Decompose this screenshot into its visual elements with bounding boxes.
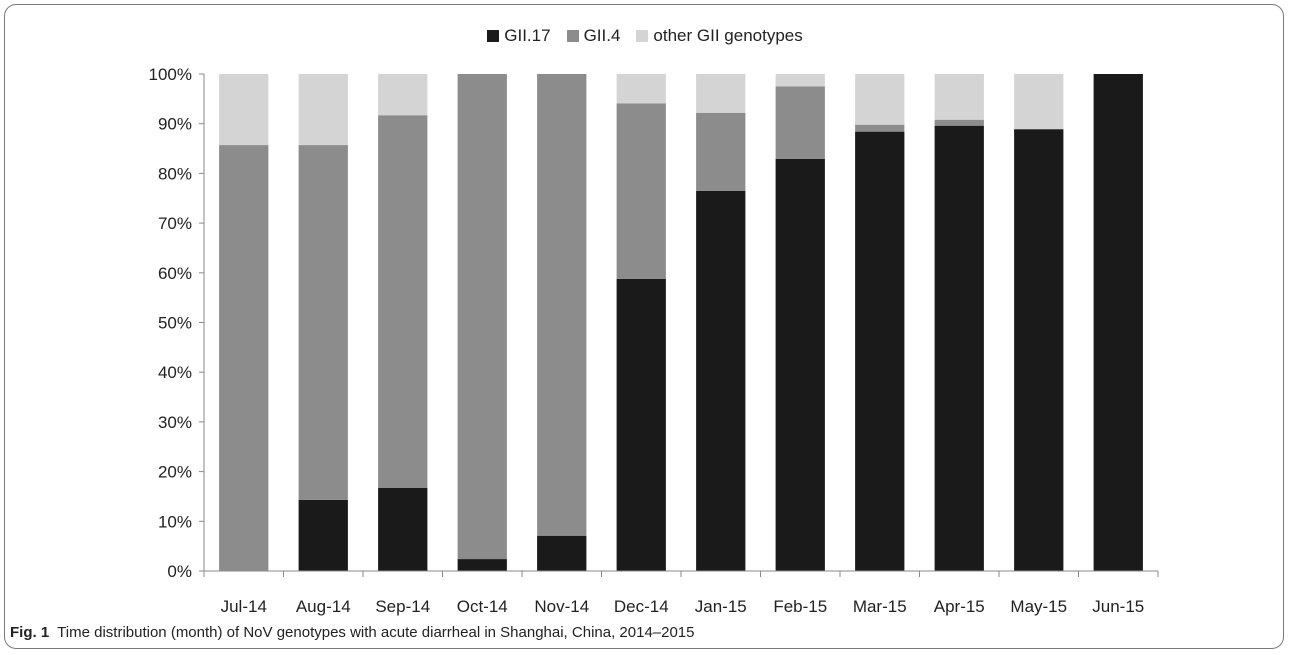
bar-segment-gii17 xyxy=(537,535,587,571)
bar-segment-other xyxy=(616,74,666,104)
legend-label-gii4: GII.4 xyxy=(583,26,621,45)
caption-text: Time distribution (month) of NoV genotyp… xyxy=(57,624,695,641)
x-tick-label: Jun-15 xyxy=(1092,597,1144,616)
chart-legend: GII.17 GII.4 other GII genotypes xyxy=(0,26,1290,46)
legend-swatch-gii4 xyxy=(566,30,579,42)
legend-swatch-gii17 xyxy=(487,30,500,42)
bar-segment-other xyxy=(934,74,984,120)
legend-item-gii4: GII.4 xyxy=(566,26,621,46)
y-tick-label: 0% xyxy=(167,562,192,581)
figure-frame xyxy=(4,4,1284,649)
x-tick-label: Jan-15 xyxy=(695,597,747,616)
x-tick-label: Nov-14 xyxy=(534,597,589,616)
bar-segment-gii4 xyxy=(616,103,666,279)
bar-segment-gii17 xyxy=(934,125,984,572)
y-tick-label: 40% xyxy=(158,363,192,382)
y-tick-label: 90% xyxy=(158,115,192,134)
x-tick-label: Feb-15 xyxy=(773,597,827,616)
bar-segment-other xyxy=(696,74,746,113)
bar-segment-gii4 xyxy=(378,115,428,489)
bar-segment-other xyxy=(775,74,825,87)
legend-item-other: other GII genotypes xyxy=(636,26,803,46)
bar-segment-gii17 xyxy=(1014,129,1064,572)
bar-segment-gii4 xyxy=(855,124,905,132)
y-tick-label: 30% xyxy=(158,413,192,432)
y-tick-label: 100% xyxy=(149,65,192,84)
x-tick-label: May-15 xyxy=(1010,597,1067,616)
bar-segment-gii4 xyxy=(934,119,984,126)
bar-segment-gii17 xyxy=(616,278,666,571)
figure-caption: Fig. 1 Time distribution (month) of NoV g… xyxy=(10,624,695,641)
bar-segment-gii17 xyxy=(775,158,825,571)
bar-segment-gii17 xyxy=(457,559,507,571)
bar-segment-other xyxy=(378,74,428,116)
caption-label: Fig. 1 xyxy=(10,624,50,641)
bar-segment-gii4 xyxy=(775,86,825,159)
y-tick-label: 60% xyxy=(158,264,192,283)
y-tick-label: 50% xyxy=(158,314,192,333)
x-tick-label: Aug-14 xyxy=(296,597,351,616)
legend-label-gii17: GII.17 xyxy=(504,26,551,45)
x-tick-label: Apr-15 xyxy=(934,597,985,616)
bar-segment-gii4 xyxy=(537,74,587,536)
legend-swatch-other xyxy=(636,30,649,42)
bar-segment-gii4 xyxy=(457,74,507,560)
x-tick-label: Dec-14 xyxy=(614,597,669,616)
bar-segment-other xyxy=(1014,74,1064,130)
bar-segment-other xyxy=(855,74,905,125)
bar-segment-gii4 xyxy=(298,145,348,500)
bar-segment-gii17 xyxy=(378,488,428,571)
bar-segment-other xyxy=(219,74,269,146)
y-tick-label: 10% xyxy=(158,512,192,531)
y-tick-label: 20% xyxy=(158,463,192,482)
x-tick-label: Jul-14 xyxy=(221,597,267,616)
bar-segment-gii17 xyxy=(1093,74,1143,571)
bar-segment-other xyxy=(298,74,348,146)
x-tick-label: Sep-14 xyxy=(375,597,430,616)
y-tick-label: 70% xyxy=(158,214,192,233)
bar-segment-gii4 xyxy=(219,145,269,572)
bar-segment-gii17 xyxy=(855,131,905,572)
bar-segment-gii17 xyxy=(696,190,746,572)
x-tick-label: Mar-15 xyxy=(853,597,907,616)
x-tick-label: Oct-14 xyxy=(457,597,508,616)
bar-segment-gii17 xyxy=(298,499,348,571)
legend-item-gii17: GII.17 xyxy=(487,26,551,46)
bar-segment-gii4 xyxy=(696,112,746,191)
legend-label-other: other GII genotypes xyxy=(653,26,803,45)
y-tick-label: 80% xyxy=(158,164,192,183)
